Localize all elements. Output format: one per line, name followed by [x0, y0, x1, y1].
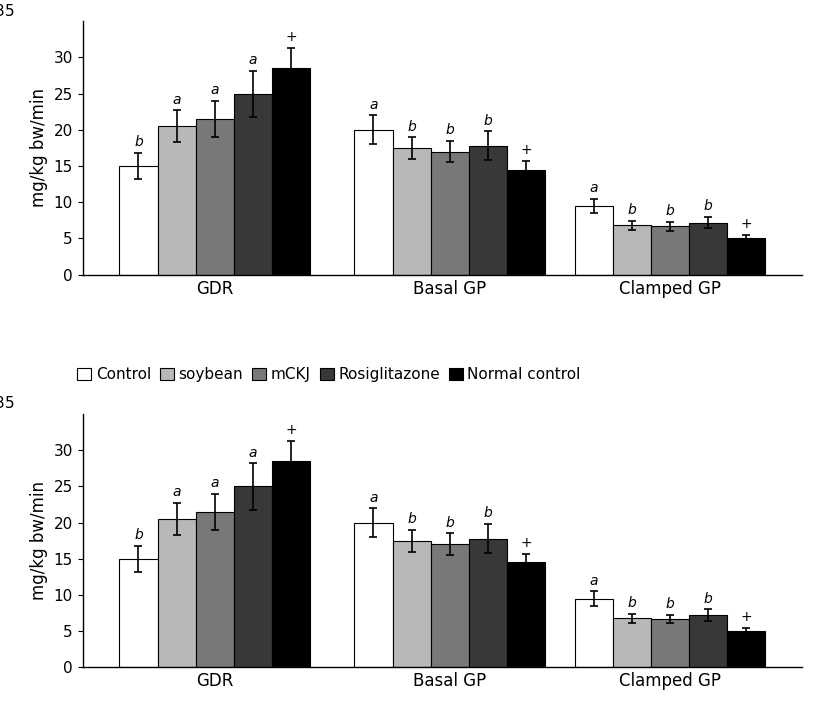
- Bar: [613, 618, 651, 667]
- Bar: [234, 94, 272, 275]
- Text: $-$35: $-$35: [0, 3, 14, 18]
- Text: +: +: [741, 610, 753, 624]
- Text: a: a: [249, 53, 257, 67]
- Bar: [575, 599, 613, 667]
- Bar: [727, 239, 766, 275]
- Bar: [158, 519, 196, 667]
- Bar: [272, 461, 310, 667]
- Bar: [469, 146, 507, 275]
- Text: a: a: [369, 491, 378, 505]
- Text: b: b: [407, 512, 416, 526]
- Bar: [158, 126, 196, 275]
- Text: b: b: [704, 199, 713, 213]
- Text: b: b: [446, 123, 454, 137]
- Bar: [613, 226, 651, 275]
- Bar: [393, 541, 431, 667]
- Text: b: b: [628, 596, 636, 610]
- Bar: [689, 616, 727, 667]
- Text: a: a: [172, 93, 181, 106]
- Bar: [431, 545, 469, 667]
- Bar: [393, 148, 431, 275]
- Legend: Control, soybean, mCKJ, Rosiglitazone, Normal control: Control, soybean, mCKJ, Rosiglitazone, N…: [76, 366, 582, 384]
- Bar: [689, 222, 727, 275]
- Bar: [727, 631, 766, 667]
- Text: a: a: [249, 446, 257, 459]
- Bar: [469, 539, 507, 667]
- Text: b: b: [628, 204, 636, 217]
- Text: a: a: [590, 574, 598, 588]
- Bar: [431, 152, 469, 275]
- Text: +: +: [520, 536, 532, 550]
- Bar: [196, 512, 234, 667]
- Bar: [507, 562, 545, 667]
- Bar: [507, 170, 545, 275]
- Y-axis label: mg/kg bw/min: mg/kg bw/min: [30, 481, 48, 600]
- Text: a: a: [211, 476, 219, 490]
- Bar: [119, 559, 158, 667]
- Bar: [234, 486, 272, 667]
- Text: +: +: [741, 217, 753, 231]
- Text: b: b: [666, 597, 674, 611]
- Text: +: +: [520, 143, 532, 158]
- Bar: [651, 226, 689, 275]
- Text: b: b: [407, 119, 416, 133]
- Text: +: +: [285, 423, 297, 437]
- Text: b: b: [704, 592, 713, 606]
- Bar: [119, 166, 158, 275]
- Bar: [354, 523, 393, 667]
- Bar: [354, 130, 393, 275]
- Text: b: b: [134, 136, 143, 149]
- Bar: [196, 119, 234, 275]
- Bar: [272, 68, 310, 275]
- Text: $-$35: $-$35: [0, 395, 14, 412]
- Text: b: b: [134, 528, 143, 542]
- Text: b: b: [666, 204, 674, 218]
- Text: b: b: [484, 114, 492, 128]
- Bar: [575, 206, 613, 275]
- Text: a: a: [172, 486, 181, 499]
- Bar: [651, 619, 689, 667]
- Y-axis label: mg/kg bw/min: mg/kg bw/min: [30, 89, 48, 207]
- Text: a: a: [369, 98, 378, 111]
- Text: b: b: [446, 516, 454, 530]
- Text: a: a: [211, 83, 219, 97]
- Text: +: +: [285, 31, 297, 45]
- Text: a: a: [590, 181, 598, 195]
- Text: b: b: [484, 506, 492, 520]
